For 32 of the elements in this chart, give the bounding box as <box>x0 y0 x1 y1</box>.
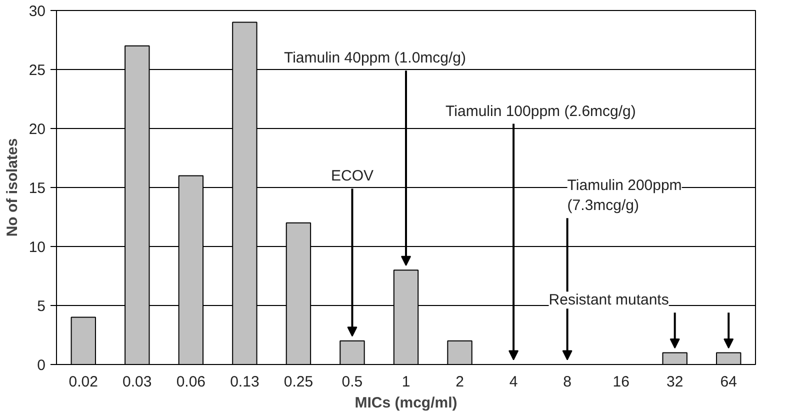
annotation: Resistant mutants <box>548 292 669 309</box>
bar <box>447 340 472 364</box>
annotation: Tiamulin 200ppm (7.3mcg/g) <box>567 176 682 214</box>
x-tick-label: 32 <box>666 374 684 390</box>
x-tick-label: 4 <box>509 374 518 390</box>
x-tick-label: 8 <box>563 374 572 390</box>
y-axis-title: No of isolates <box>4 138 21 237</box>
y-tick-label: 5 <box>37 298 46 315</box>
annotation: Tiamulin 40ppm (1.0mcg/g) <box>284 50 466 67</box>
x-tick-label: 0.5 <box>342 374 363 390</box>
bar <box>716 352 742 364</box>
x-tick-label: 64 <box>720 374 737 390</box>
x-tick-label: 1 <box>402 374 410 390</box>
x-tick-label: 16 <box>612 374 630 390</box>
annotation: Tiamulin 100ppm (2.6mcg/g) <box>446 102 636 120</box>
annotation: ECOV <box>330 168 374 185</box>
y-tick-label: 15 <box>28 180 46 197</box>
y-tick-label: 20 <box>28 121 46 138</box>
x-axis-title: MICs (mcg/ml) <box>354 394 458 412</box>
bar <box>662 352 688 364</box>
y-tick-label: 0 <box>37 357 46 374</box>
x-tick-label: 0.03 <box>122 374 152 390</box>
x-tick-label: 0.13 <box>230 374 260 390</box>
y-tick-label: 30 <box>28 3 46 20</box>
x-tick-label: 0.25 <box>284 374 314 390</box>
bar <box>340 340 365 364</box>
y-tick-label: 10 <box>28 239 46 256</box>
x-tick-label: 2 <box>456 374 464 390</box>
x-tick-label: 0.02 <box>68 374 98 390</box>
y-tick-label: 25 <box>28 62 46 79</box>
x-tick-label: 0.06 <box>176 374 206 390</box>
bar <box>70 316 96 364</box>
